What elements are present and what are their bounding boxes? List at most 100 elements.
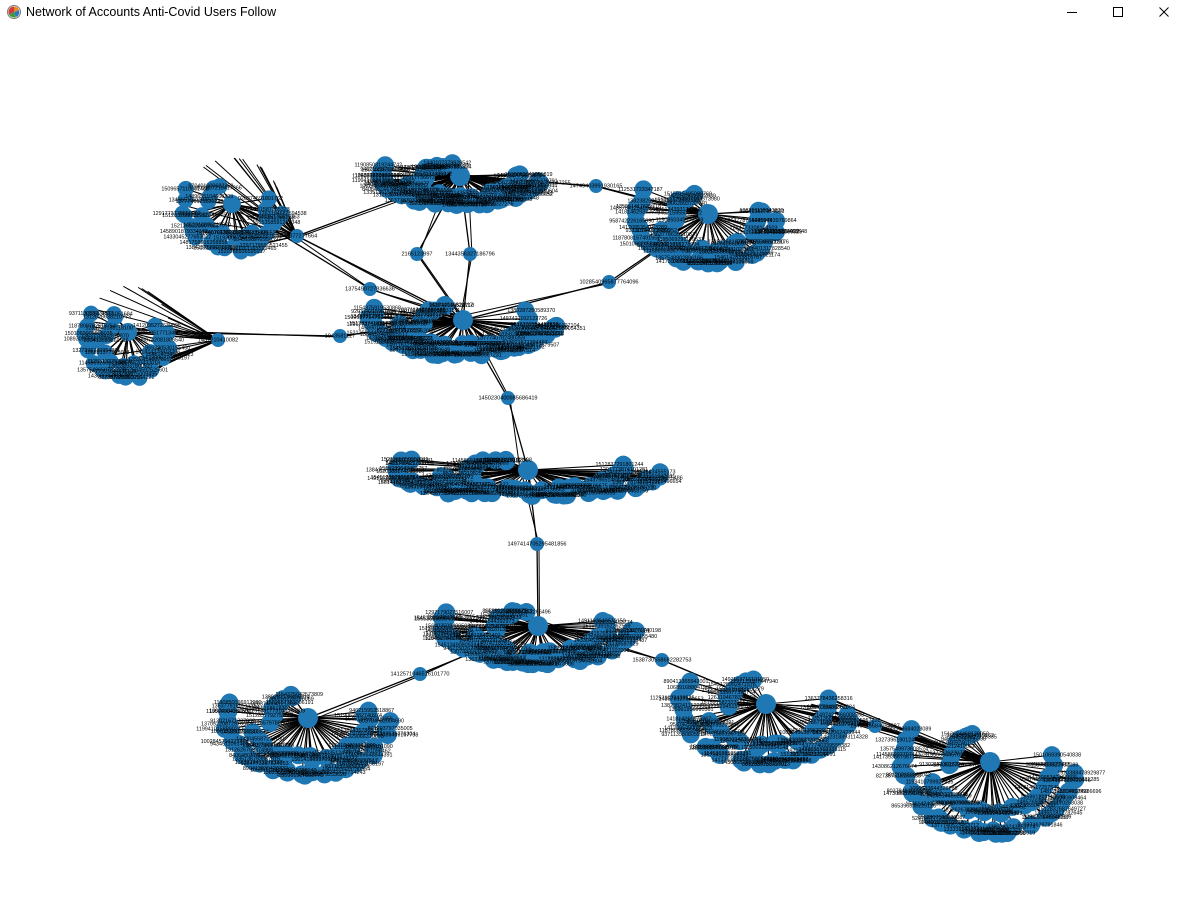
- close-button[interactable]: [1141, 0, 1187, 24]
- node-c5-56[interactable]: [408, 329, 427, 348]
- node-c10-10[interactable]: [1036, 808, 1055, 827]
- node-c7-69[interactable]: [517, 603, 536, 622]
- hub-node-c4[interactable]: [119, 323, 137, 341]
- node-c6-74[interactable]: [496, 450, 515, 469]
- hub-node-c8[interactable]: [298, 708, 318, 728]
- node-c5-46[interactable]: [498, 328, 517, 347]
- node-c4-16[interactable]: [83, 305, 100, 322]
- node-c6-52[interactable]: [559, 478, 578, 497]
- bridge-node-b13[interactable]: [868, 719, 882, 733]
- node-c2-35[interactable]: [744, 223, 763, 242]
- node-c3-27[interactable]: [193, 207, 210, 224]
- node-c3-23[interactable]: [227, 230, 244, 247]
- node-c10-38[interactable]: [902, 720, 921, 739]
- node-c3-7[interactable]: [232, 243, 249, 260]
- node-c6-71[interactable]: [473, 451, 492, 470]
- node-c8-13[interactable]: [326, 763, 345, 782]
- node-c7-50[interactable]: [534, 643, 553, 662]
- hub-node-c1[interactable]: [450, 166, 470, 186]
- node-c10-30[interactable]: [902, 781, 921, 800]
- node-c9-24[interactable]: [696, 737, 715, 756]
- node-c2-46[interactable]: [652, 221, 671, 240]
- figure-canvas[interactable]: 1473006885379791 852584042655944 803784399…: [0, 24, 1187, 901]
- node-c3-31[interactable]: [211, 178, 228, 195]
- hub-node-c10[interactable]: [980, 752, 1000, 772]
- node-c10-50[interactable]: [990, 803, 1009, 822]
- node-c6-49[interactable]: [581, 476, 600, 495]
- node-c6-7[interactable]: [626, 479, 645, 498]
- bridge-node-b5[interactable]: [589, 179, 603, 193]
- node-c7-48[interactable]: [561, 639, 580, 658]
- node-c9-48[interactable]: [752, 735, 771, 754]
- node-c8-18[interactable]: [278, 761, 297, 780]
- minimize-button[interactable]: [1049, 0, 1095, 24]
- bridge-node-b10[interactable]: [530, 537, 544, 551]
- node-c7-52[interactable]: [520, 643, 539, 662]
- node-c9-5[interactable]: [829, 723, 848, 742]
- bridge-node-b8[interactable]: [211, 333, 225, 347]
- node-c8-64[interactable]: [283, 688, 302, 707]
- node-c9-15[interactable]: [765, 752, 784, 771]
- node-c10-16[interactable]: [993, 824, 1012, 843]
- hub-node-c3[interactable]: [223, 195, 241, 213]
- node-c6-63[interactable]: [431, 467, 450, 486]
- node-c10-36[interactable]: [893, 745, 912, 764]
- node-c4-20[interactable]: [141, 351, 158, 368]
- hub-node-c2[interactable]: [698, 204, 718, 224]
- bridge-node-b12[interactable]: [655, 653, 669, 667]
- node-c3-15[interactable]: [174, 205, 191, 222]
- node-c6-41[interactable]: [402, 450, 421, 469]
- node-c4-17[interactable]: [146, 317, 163, 334]
- node-c3-20[interactable]: [258, 209, 275, 226]
- node-c6-56[interactable]: [498, 478, 517, 497]
- node-c4-15[interactable]: [79, 318, 96, 335]
- bridge-node-b1[interactable]: [290, 229, 304, 243]
- node-c8-35[interactable]: [220, 693, 239, 712]
- node-c9-44[interactable]: [789, 730, 808, 749]
- node-c5-59[interactable]: [390, 314, 409, 333]
- node-c7-23[interactable]: [484, 650, 503, 669]
- node-c2-54[interactable]: [685, 184, 704, 203]
- node-c8-38[interactable]: [355, 706, 374, 725]
- node-c1-59[interactable]: [397, 176, 416, 195]
- node-c2-10[interactable]: [726, 253, 745, 272]
- node-c2-41[interactable]: [692, 239, 711, 258]
- bridge-node-b3[interactable]: [463, 247, 477, 261]
- bridge-node-b2[interactable]: [410, 247, 424, 261]
- node-c10-20[interactable]: [955, 820, 974, 839]
- node-c8-3[interactable]: [378, 726, 397, 745]
- node-c7-38[interactable]: [437, 603, 456, 622]
- bridge-node-b11[interactable]: [413, 667, 427, 681]
- node-c9-46[interactable]: [765, 734, 784, 753]
- node-c8-16[interactable]: [292, 765, 311, 784]
- node-c10-11[interactable]: [1022, 816, 1041, 835]
- node-c10-52[interactable]: [972, 801, 991, 820]
- node-c4-11[interactable]: [85, 355, 102, 372]
- node-c10-55[interactable]: [950, 793, 969, 812]
- hub-node-c9[interactable]: [756, 694, 776, 714]
- node-c4-24[interactable]: [96, 344, 113, 361]
- bridge-node-b7[interactable]: [333, 329, 347, 343]
- bridge-node-b4[interactable]: [602, 275, 616, 289]
- node-c4-29[interactable]: [106, 306, 123, 323]
- node-c4-18[interactable]: [152, 332, 169, 349]
- node-c3-17[interactable]: [177, 180, 194, 197]
- hub-node-c6[interactable]: [518, 460, 538, 480]
- node-c2-8[interactable]: [743, 245, 762, 264]
- node-c2-30[interactable]: [634, 180, 653, 199]
- node-c10-59[interactable]: [923, 773, 942, 792]
- node-c5-38[interactable]: [365, 298, 384, 317]
- node-c4-6[interactable]: [131, 369, 148, 386]
- node-c1-38[interactable]: [372, 160, 391, 179]
- hub-node-c7[interactable]: [528, 616, 548, 636]
- node-c6-53[interactable]: [532, 481, 551, 500]
- node-c7-59[interactable]: [465, 626, 484, 645]
- node-c8-45[interactable]: [317, 748, 336, 767]
- node-c7-25[interactable]: [471, 644, 490, 663]
- node-c8-55[interactable]: [243, 723, 262, 742]
- node-c9-42[interactable]: [803, 723, 822, 742]
- maximize-button[interactable]: [1095, 0, 1141, 24]
- node-c9-64[interactable]: [744, 670, 763, 689]
- node-c10-69[interactable]: [963, 725, 982, 744]
- hub-node-c5[interactable]: [453, 310, 473, 330]
